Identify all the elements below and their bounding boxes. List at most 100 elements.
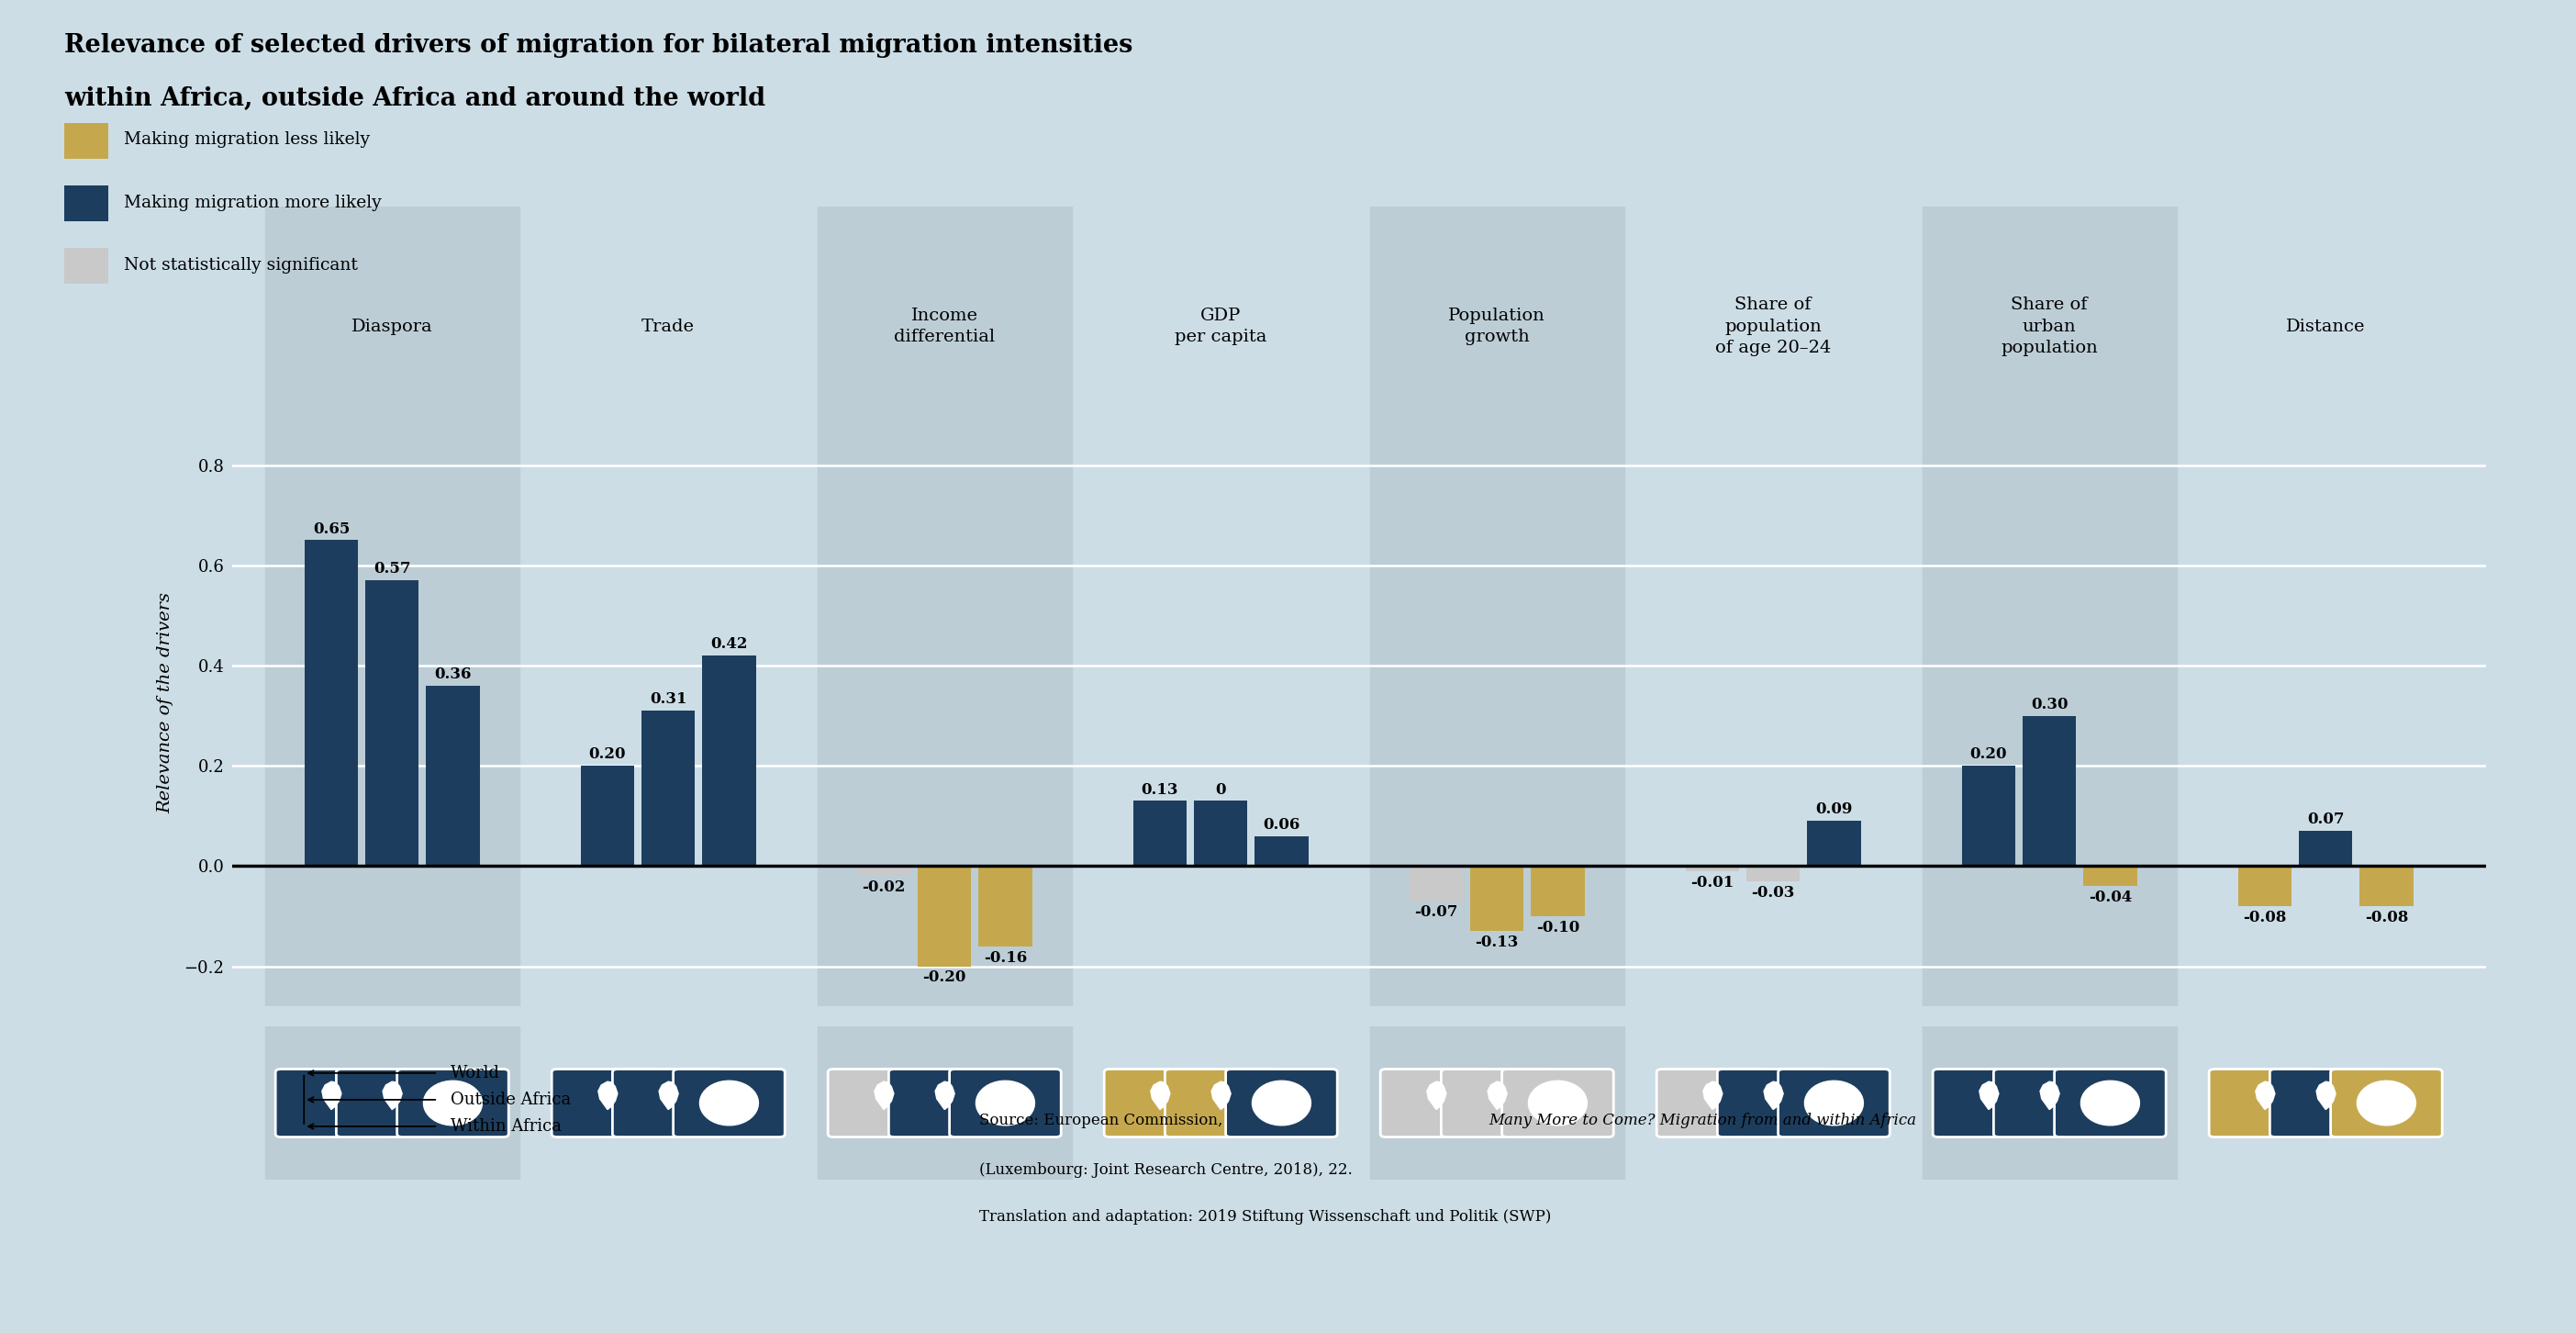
Bar bbox=[1922, 400, 2177, 1006]
Polygon shape bbox=[935, 1081, 956, 1109]
Text: Relevance of selected drivers of migration for bilateral migration intensities: Relevance of selected drivers of migrati… bbox=[64, 33, 1133, 59]
Polygon shape bbox=[1765, 1081, 1783, 1109]
Text: -0.13: -0.13 bbox=[1476, 934, 1520, 950]
Text: Making migration more likely: Making migration more likely bbox=[124, 195, 381, 211]
Bar bbox=[1685, 866, 1739, 870]
Polygon shape bbox=[1427, 1081, 1445, 1109]
Text: Making migration less likely: Making migration less likely bbox=[124, 132, 371, 148]
Bar bbox=[817, 1026, 1072, 1180]
Bar bbox=[1922, 1026, 2177, 1180]
Bar bbox=[580, 766, 634, 866]
Text: Population
growth: Population growth bbox=[1448, 308, 1546, 345]
Polygon shape bbox=[1489, 1081, 1507, 1109]
FancyBboxPatch shape bbox=[337, 1069, 448, 1137]
Bar bbox=[2360, 866, 2414, 906]
Bar bbox=[1922, 207, 2177, 400]
Text: 0.30: 0.30 bbox=[2030, 697, 2069, 712]
Text: (Luxembourg: Joint Research Centre, 2018), 22.: (Luxembourg: Joint Research Centre, 2018… bbox=[979, 1162, 1352, 1178]
FancyBboxPatch shape bbox=[613, 1069, 724, 1137]
FancyBboxPatch shape bbox=[2056, 1069, 2166, 1137]
FancyBboxPatch shape bbox=[551, 1069, 662, 1137]
Text: Source: European Commission,: Source: European Commission, bbox=[979, 1113, 1226, 1129]
FancyBboxPatch shape bbox=[1718, 1069, 1829, 1137]
FancyBboxPatch shape bbox=[889, 1069, 999, 1137]
Bar bbox=[1530, 866, 1584, 916]
Text: Outside Africa: Outside Africa bbox=[451, 1092, 572, 1108]
Polygon shape bbox=[598, 1081, 618, 1109]
FancyBboxPatch shape bbox=[1105, 1069, 1216, 1137]
Text: World: World bbox=[451, 1065, 500, 1081]
Text: 0.65: 0.65 bbox=[312, 521, 350, 537]
Text: -0.04: -0.04 bbox=[2089, 889, 2133, 905]
Text: -0.20: -0.20 bbox=[922, 970, 966, 985]
Polygon shape bbox=[873, 1081, 894, 1109]
Text: Diaspora: Diaspora bbox=[350, 319, 433, 335]
Bar bbox=[265, 400, 520, 1006]
Text: 0.31: 0.31 bbox=[649, 692, 688, 708]
Bar bbox=[2239, 866, 2293, 906]
Polygon shape bbox=[1528, 1081, 1587, 1125]
Bar bbox=[366, 580, 420, 866]
Polygon shape bbox=[2257, 1081, 2275, 1109]
Text: -0.02: -0.02 bbox=[863, 880, 907, 896]
Text: -0.10: -0.10 bbox=[1535, 920, 1579, 936]
Y-axis label: Relevance of the drivers: Relevance of the drivers bbox=[157, 593, 173, 813]
Bar bbox=[1133, 801, 1188, 866]
FancyBboxPatch shape bbox=[276, 1069, 386, 1137]
Bar bbox=[641, 710, 696, 866]
Polygon shape bbox=[2040, 1081, 2058, 1109]
Polygon shape bbox=[2316, 1081, 2336, 1109]
FancyBboxPatch shape bbox=[1502, 1069, 1613, 1137]
Bar bbox=[703, 656, 755, 866]
Polygon shape bbox=[322, 1081, 343, 1109]
Bar bbox=[265, 207, 520, 400]
Text: Not statistically significant: Not statistically significant bbox=[124, 257, 358, 273]
Bar bbox=[265, 1026, 520, 1180]
FancyBboxPatch shape bbox=[1164, 1069, 1278, 1137]
Polygon shape bbox=[1703, 1081, 1723, 1109]
Text: 0.13: 0.13 bbox=[1141, 781, 1180, 797]
Text: Distance: Distance bbox=[2285, 319, 2365, 335]
Polygon shape bbox=[701, 1081, 757, 1125]
Text: 0.09: 0.09 bbox=[1816, 802, 1852, 817]
Bar bbox=[2084, 866, 2138, 886]
Polygon shape bbox=[1978, 1081, 1999, 1109]
Polygon shape bbox=[2357, 1081, 2416, 1125]
Bar bbox=[817, 400, 1072, 1006]
Text: 0.06: 0.06 bbox=[1262, 817, 1301, 833]
Polygon shape bbox=[1151, 1081, 1170, 1109]
Text: -0.01: -0.01 bbox=[1690, 874, 1734, 890]
Text: Many More to Come? Migration from and within Africa: Many More to Come? Migration from and wi… bbox=[1489, 1113, 1917, 1129]
Polygon shape bbox=[1211, 1081, 1231, 1109]
Bar bbox=[1370, 207, 1623, 400]
Text: Share of
urban
population: Share of urban population bbox=[2002, 296, 2097, 356]
Text: -0.03: -0.03 bbox=[1752, 885, 1795, 900]
Text: -0.16: -0.16 bbox=[984, 950, 1028, 965]
Polygon shape bbox=[1806, 1081, 1862, 1125]
FancyBboxPatch shape bbox=[672, 1069, 786, 1137]
Text: -0.07: -0.07 bbox=[1414, 905, 1458, 920]
Text: 0.20: 0.20 bbox=[590, 746, 626, 762]
Bar bbox=[2298, 830, 2352, 866]
FancyBboxPatch shape bbox=[2331, 1069, 2442, 1137]
Bar bbox=[1963, 766, 2014, 866]
Bar bbox=[1370, 400, 1623, 1006]
Bar bbox=[2022, 716, 2076, 866]
FancyBboxPatch shape bbox=[2269, 1069, 2380, 1137]
Bar bbox=[425, 685, 479, 866]
Polygon shape bbox=[1252, 1081, 1311, 1125]
Text: 0.42: 0.42 bbox=[711, 636, 747, 652]
FancyBboxPatch shape bbox=[1656, 1069, 1767, 1137]
FancyBboxPatch shape bbox=[951, 1069, 1061, 1137]
Polygon shape bbox=[384, 1081, 402, 1109]
Text: 0.07: 0.07 bbox=[2308, 812, 2344, 828]
FancyBboxPatch shape bbox=[397, 1069, 507, 1137]
FancyBboxPatch shape bbox=[827, 1069, 940, 1137]
FancyBboxPatch shape bbox=[1932, 1069, 2045, 1137]
FancyBboxPatch shape bbox=[1440, 1069, 1553, 1137]
FancyBboxPatch shape bbox=[1994, 1069, 2105, 1137]
Text: Translation and adaptation: 2019 Stiftung Wissenschaft und Politik (SWP): Translation and adaptation: 2019 Stiftun… bbox=[979, 1209, 1551, 1225]
Bar bbox=[1370, 1026, 1623, 1180]
Text: -0.08: -0.08 bbox=[2365, 909, 2409, 925]
Bar bbox=[917, 866, 971, 966]
